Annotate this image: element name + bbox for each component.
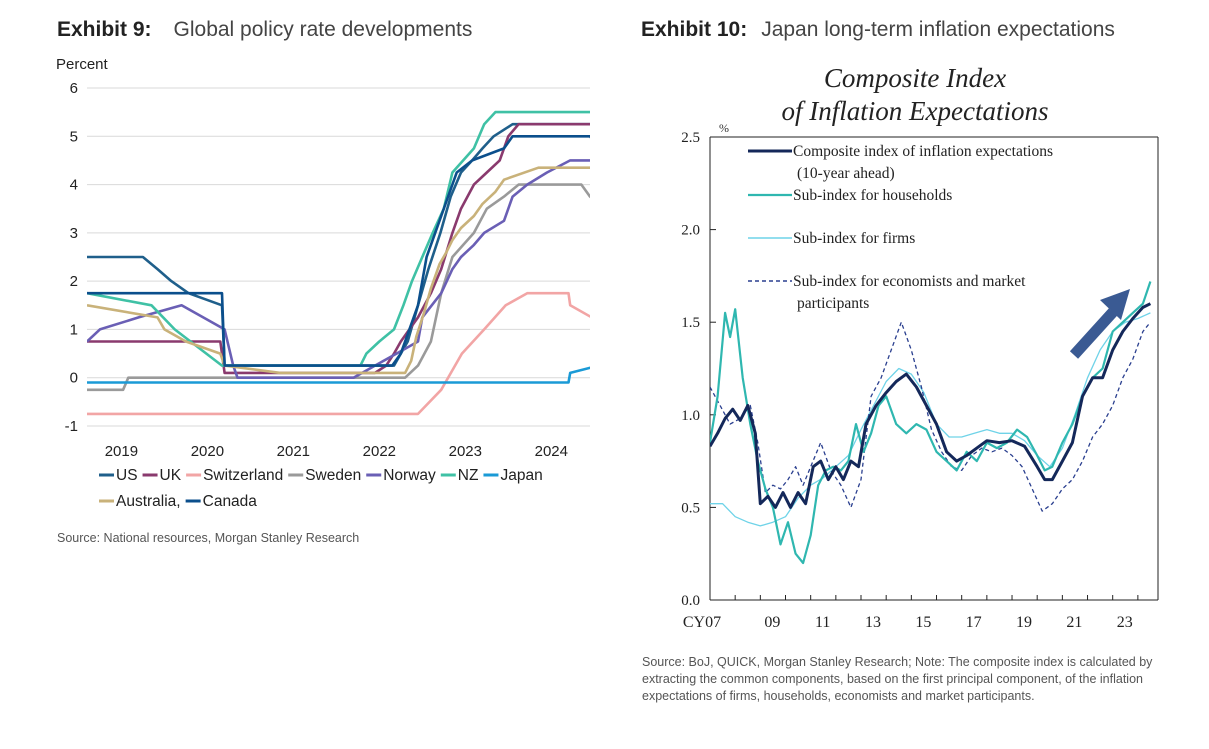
y-tick-label: 6: [70, 80, 78, 97]
y-tick-label: -1: [65, 418, 78, 435]
exhibit10-label: Exhibit 10:: [641, 18, 748, 41]
legend-label: US: [116, 467, 138, 484]
legend-label: Sub-index for households: [793, 187, 952, 204]
x-tick-label: 15: [915, 614, 931, 631]
x-tick-label: 19: [1016, 614, 1032, 631]
legend-item-uk: UK: [142, 467, 182, 484]
x-tick-label: 2021: [277, 443, 310, 460]
policy-rate-chart: Percent 6 5 4 3 2 1 0 -1 2019 2020 2021 2022 2023 2024…: [56, 56, 590, 510]
x-tick-label: 11: [815, 614, 830, 631]
legend-item-norway: Norway: [366, 467, 436, 484]
y-tick-label: 5: [70, 128, 78, 145]
legend-item-sub-index-for-households: Sub-index for households: [748, 187, 952, 204]
chart-title-line: Composite Index: [824, 63, 1006, 93]
y-axis-unit: %: [719, 121, 729, 135]
y-tick-label: 0.5: [681, 500, 700, 516]
legend-label: Canada: [203, 493, 258, 510]
y-tick-label: 4: [70, 177, 78, 194]
exhibit9-label: Exhibit 9:: [57, 18, 152, 41]
legend-item-switzerland: Switzerland: [186, 467, 283, 484]
legend-label: Australia,: [116, 493, 181, 510]
x-tick-label: CY07: [683, 614, 721, 631]
exhibit10-source: Source: BoJ, QUICK, Morgan Stanley Resea…: [642, 655, 1153, 703]
series-line-canada: [87, 135, 590, 367]
legend-label: Sub-index for economists and market: [793, 273, 1026, 290]
trend-arrow-head: [1100, 289, 1130, 320]
y-tick-label: 0.0: [681, 593, 700, 609]
x-tick-label: 2019: [105, 443, 138, 460]
series-line-japan: [87, 366, 590, 384]
x-tick-label: 13: [865, 614, 881, 631]
y-axis-label: Percent: [56, 56, 109, 73]
exhibit9-title: Exhibit 9: Global policy rate development…: [57, 18, 472, 42]
x-tick-label: 21: [1066, 614, 1082, 631]
series-line-sweden: [87, 183, 590, 392]
series-line-switzerland: [87, 291, 590, 416]
legend-label: UK: [160, 467, 182, 484]
y-tick-label: 3: [70, 225, 78, 242]
exhibit10-title: Exhibit 10: Japan long-term inflation exp…: [641, 18, 1115, 42]
legend-label: Japan: [500, 467, 542, 484]
legend-label-continued: participants: [797, 295, 869, 312]
legend-label-continued: (10-year ahead): [797, 165, 895, 182]
trend-arrow-shaft: [1069, 308, 1118, 359]
y-tick-label: 2: [70, 273, 78, 290]
x-tick-label: 2020: [191, 443, 224, 460]
x-tick-label: 09: [764, 614, 780, 631]
legend-label: NZ: [458, 467, 479, 484]
series-line-composite-index-of-inflation-expectations: [710, 302, 1152, 509]
exhibit9-heading: Global policy rate developments: [173, 18, 473, 41]
exhibit9-source: Source: National resources, Morgan Stanl…: [57, 531, 360, 545]
trend-arrow: [1069, 289, 1130, 359]
legend-item-australia: Australia,: [99, 493, 181, 510]
y-tick-label: 1.5: [681, 315, 700, 331]
series-line-sub-index-for-economists-and-market: [710, 321, 1151, 512]
x-tick-label: 17: [966, 614, 982, 631]
y-tick-label: 1: [70, 321, 78, 338]
y-tick-label: 2.5: [681, 130, 700, 146]
y-tick-label: 1.0: [681, 408, 700, 424]
x-tick-label: 23: [1117, 614, 1133, 631]
series-line-norway: [87, 159, 590, 379]
legend-item-nz: NZ: [440, 467, 479, 484]
series-line-australia: [87, 166, 590, 375]
legend-label: Composite index of inflation expectation…: [793, 143, 1053, 160]
chart-title-line: of Inflation Expectations: [782, 96, 1049, 126]
y-tick-label: 0: [70, 370, 78, 387]
legend-item-sweden: Sweden: [288, 467, 361, 484]
x-tick-label: 2023: [449, 443, 482, 460]
legend-label: Sweden: [305, 467, 361, 484]
legend-item-us: US: [99, 467, 138, 484]
y-tick-label: 2.0: [681, 223, 700, 239]
legend-item-canada: Canada: [185, 493, 258, 510]
legend-item-composite-index-of-inflation-expectations: Composite index of inflation expectation…: [748, 143, 1053, 182]
x-tick-label: 2022: [363, 443, 396, 460]
legend-label: Switzerland: [203, 467, 283, 484]
x-tick-label: 2024: [535, 443, 568, 460]
legend-label: Norway: [383, 467, 436, 484]
exhibit10-heading: Japan long-term inflation expectations: [761, 18, 1115, 41]
legend-label: Sub-index for firms: [793, 230, 915, 247]
series-line-uk: [87, 122, 590, 375]
legend-item-japan: Japan: [483, 467, 543, 484]
legend-item-sub-index-for-economists-and-market: Sub-index for economists and market parti…: [748, 273, 1026, 312]
legend-item-sub-index-for-firms: Sub-index for firms: [748, 230, 915, 247]
